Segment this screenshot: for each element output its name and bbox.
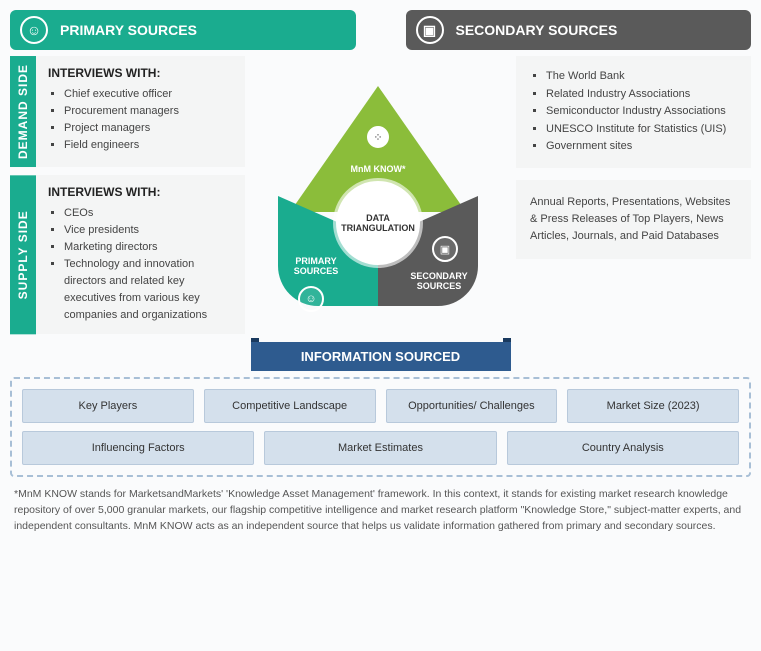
- book-icon: ▣: [432, 236, 458, 262]
- info-cell: Influencing Factors: [22, 431, 254, 465]
- info-cell: Market Estimates: [264, 431, 496, 465]
- demand-title: INTERVIEWS WITH:: [48, 66, 233, 80]
- demand-panel: DEMAND SIDE INTERVIEWS WITH: Chief execu…: [10, 56, 245, 167]
- info-cell: Country Analysis: [507, 431, 739, 465]
- info-cell: Market Size (2023): [567, 389, 739, 423]
- list-item: Project managers: [64, 120, 233, 137]
- footnote: *MnM KNOW stands for MarketsandMarkets' …: [10, 487, 751, 534]
- info-cell: Competitive Landscape: [204, 389, 376, 423]
- list-item: Related Industry Associations: [546, 86, 737, 104]
- list-item: Chief executive officer: [64, 86, 233, 103]
- diagram-right-label: SECONDARY SOURCES: [404, 271, 474, 291]
- primary-sources-header: ☺ PRIMARY SOURCES: [10, 10, 356, 50]
- info-cell: Opportunities/ Challenges: [386, 389, 558, 423]
- diagram-left-label: PRIMARY SOURCES: [286, 256, 346, 276]
- person-icon: ☺: [298, 286, 324, 312]
- right-column: The World Bank Related Industry Associat…: [516, 56, 751, 334]
- secondary-list: The World Bank Related Industry Associat…: [530, 68, 737, 156]
- info-row-2: Influencing Factors Market Estimates Cou…: [22, 431, 739, 465]
- supply-tab: SUPPLY SIDE: [10, 175, 36, 334]
- header-row: ☺ PRIMARY SOURCES ▣ SECONDARY SOURCES: [10, 10, 751, 50]
- triangulation-diagram: ⁘ ☺ ▣ DATA TRIANGULATION MnM KNOW* PRIMA…: [258, 86, 498, 346]
- info-sourced-banner: INFORMATION SOURCED: [251, 342, 511, 371]
- left-column: DEMAND SIDE INTERVIEWS WITH: Chief execu…: [10, 56, 245, 334]
- list-item: Semiconductor Industry Associations: [546, 103, 737, 121]
- supply-title: INTERVIEWS WITH:: [48, 185, 233, 199]
- book-icon: ▣: [416, 16, 444, 44]
- list-item: Marketing directors: [64, 239, 233, 256]
- demand-list: Chief executive officer Procurement mana…: [48, 86, 233, 154]
- info-cell: Key Players: [22, 389, 194, 423]
- supply-panel: SUPPLY SIDE INTERVIEWS WITH: CEOs Vice p…: [10, 175, 245, 334]
- diagram-top-label: MnM KNOW*: [348, 164, 408, 174]
- secondary-text-box: Annual Reports, Presentations, Websites …: [516, 180, 751, 259]
- info-grid: Key Players Competitive Landscape Opport…: [10, 377, 751, 477]
- center-circle: DATA TRIANGULATION: [336, 181, 420, 265]
- supply-body: INTERVIEWS WITH: CEOs Vice presidents Ma…: [36, 175, 245, 334]
- secondary-list-box: The World Bank Related Industry Associat…: [516, 56, 751, 168]
- list-item: Vice presidents: [64, 222, 233, 239]
- list-item: UNESCO Institute for Statistics (UIS): [546, 121, 737, 139]
- demand-body: INTERVIEWS WITH: Chief executive officer…: [36, 56, 245, 167]
- list-item: Procurement managers: [64, 103, 233, 120]
- supply-list: CEOs Vice presidents Marketing directors…: [48, 205, 233, 324]
- list-item: The World Bank: [546, 68, 737, 86]
- list-item: Technology and innovation directors and …: [64, 256, 233, 324]
- dots-icon: ⁘: [365, 124, 391, 150]
- list-item: Government sites: [546, 138, 737, 156]
- primary-header-label: PRIMARY SOURCES: [60, 22, 197, 38]
- info-row-1: Key Players Competitive Landscape Opport…: [22, 389, 739, 423]
- secondary-sources-header: ▣ SECONDARY SOURCES: [406, 10, 752, 50]
- demand-tab: DEMAND SIDE: [10, 56, 36, 167]
- list-item: Field engineers: [64, 137, 233, 154]
- main-content: DEMAND SIDE INTERVIEWS WITH: Chief execu…: [10, 56, 751, 334]
- list-item: CEOs: [64, 205, 233, 222]
- person-icon: ☺: [20, 16, 48, 44]
- secondary-header-label: SECONDARY SOURCES: [456, 22, 618, 38]
